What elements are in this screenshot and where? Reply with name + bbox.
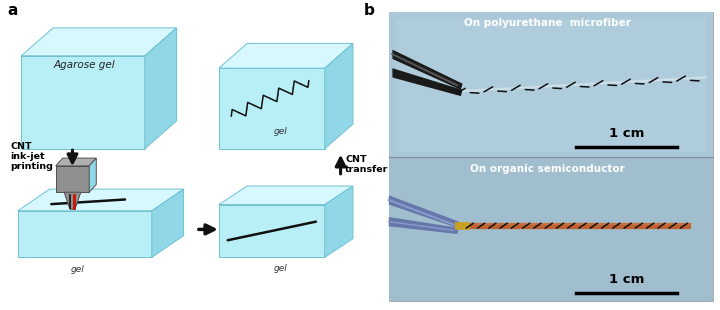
Polygon shape: [325, 43, 353, 149]
Polygon shape: [219, 205, 325, 257]
Polygon shape: [22, 28, 176, 56]
Polygon shape: [389, 195, 459, 228]
Text: CNT
transfer: CNT transfer: [345, 155, 389, 174]
Text: b: b: [364, 3, 374, 18]
Text: On polyurethane  microfiber: On polyurethane microfiber: [464, 18, 631, 28]
Polygon shape: [219, 186, 353, 205]
Polygon shape: [64, 192, 81, 209]
Polygon shape: [325, 186, 353, 257]
Text: gel: gel: [274, 264, 287, 273]
Bar: [396, 19, 706, 152]
Text: gel: gel: [274, 127, 287, 136]
Polygon shape: [89, 158, 96, 192]
Text: a: a: [7, 3, 17, 18]
Polygon shape: [152, 189, 184, 257]
Polygon shape: [392, 50, 463, 90]
Polygon shape: [145, 28, 176, 149]
Polygon shape: [22, 56, 145, 149]
Bar: [389, 12, 713, 155]
Text: gel: gel: [71, 265, 85, 274]
Polygon shape: [55, 166, 89, 192]
Polygon shape: [55, 158, 96, 166]
Polygon shape: [219, 68, 325, 149]
Text: Agarose gel: Agarose gel: [54, 60, 116, 70]
Polygon shape: [219, 43, 353, 68]
Polygon shape: [18, 211, 152, 257]
Polygon shape: [18, 189, 184, 211]
Polygon shape: [392, 68, 463, 96]
Text: On organic semiconductor: On organic semiconductor: [470, 164, 624, 174]
Text: CNT
ink-jet
printing: CNT ink-jet printing: [11, 142, 53, 171]
Text: 1 cm: 1 cm: [608, 273, 644, 286]
Bar: [389, 158, 713, 301]
Text: 1 cm: 1 cm: [608, 127, 644, 140]
Polygon shape: [389, 217, 459, 234]
